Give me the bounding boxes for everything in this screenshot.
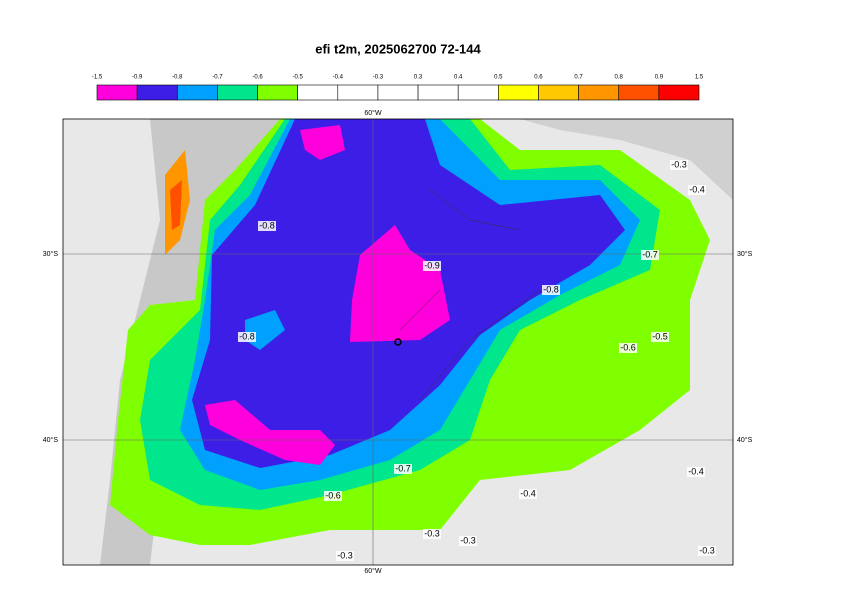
lat-label: 40°S bbox=[43, 436, 59, 444]
contour-label-bg bbox=[641, 250, 659, 260]
colorbar: -1.5 -0.9 -0.8 -0.7 -0.6 -0.5 -0.4 -0.3 0.3 0.4 0.… bbox=[92, 75, 704, 101]
colorbar-box bbox=[417, 84, 459, 101]
lon-label: 60°W bbox=[364, 567, 382, 575]
lat-label: 30°S bbox=[43, 250, 59, 258]
contour-label-bg bbox=[519, 489, 537, 499]
title: efi t2m, 2025062700 72-144 bbox=[315, 41, 481, 56]
contour-label: -0.6 bbox=[325, 490, 341, 500]
contour-label: -0.8 bbox=[543, 284, 559, 294]
colorbar-box bbox=[658, 84, 700, 101]
contour-label: -0.7 bbox=[642, 249, 658, 259]
colorbar-label: 0.7 bbox=[574, 75, 583, 81]
contour-label-bg bbox=[651, 332, 669, 342]
colorbar-label: -0.7 bbox=[212, 75, 223, 81]
contour-label: -0.5 bbox=[652, 331, 668, 341]
land bbox=[520, 119, 733, 200]
colorbar-label: -1.5 bbox=[92, 75, 103, 81]
contour-label: -0.4 bbox=[689, 184, 705, 194]
region bbox=[170, 180, 182, 230]
border bbox=[399, 189, 541, 401]
colorbar-box bbox=[618, 84, 660, 101]
colorbar-label: 0.6 bbox=[534, 75, 543, 81]
contour-label: -0.3 bbox=[460, 535, 476, 545]
contour-label-bg bbox=[698, 546, 716, 556]
colorbar-box bbox=[96, 84, 138, 101]
marker bbox=[394, 338, 402, 346]
colorbar-label: 0.3 bbox=[414, 75, 423, 81]
contour-label: -0.3 bbox=[671, 159, 687, 169]
colorbar-label: 0.4 bbox=[454, 75, 463, 81]
colorbar-box bbox=[377, 84, 419, 101]
contour-label-bg bbox=[423, 529, 441, 539]
contour-label: -0.3 bbox=[424, 528, 440, 538]
contour-labels: -0.9 -0.8 -0.8 -0.8 -0.7 -0.7 -0.6 -0.6 -0.5 -0.4… bbox=[238, 159, 716, 561]
contour-label-bg bbox=[459, 536, 477, 546]
colorbar-box bbox=[297, 84, 339, 101]
region bbox=[300, 125, 345, 160]
colorbar-box bbox=[257, 84, 298, 101]
contour-label-bg bbox=[423, 261, 441, 271]
colorbar-label: 0.8 bbox=[615, 75, 624, 81]
contour-label: -0.6 bbox=[620, 342, 636, 352]
colorbar-box bbox=[176, 84, 218, 101]
colorbar-label: -0.8 bbox=[172, 75, 183, 81]
contour-label: -0.8 bbox=[239, 331, 255, 341]
contour-label: -0.3 bbox=[337, 550, 353, 560]
contour-label-bg bbox=[238, 332, 256, 342]
colorbar-box bbox=[578, 84, 620, 101]
contour-label: -0.8 bbox=[259, 220, 275, 230]
contour-label: -0.4 bbox=[688, 466, 704, 476]
contour-label-bg bbox=[324, 491, 342, 501]
contour-label-bg bbox=[394, 464, 412, 474]
colorbar-label: -0.9 bbox=[132, 75, 143, 81]
contour-label-bg bbox=[670, 160, 688, 170]
colorbar-label: -0.5 bbox=[292, 75, 303, 81]
contour-label-bg bbox=[619, 343, 637, 353]
contour-label-bg bbox=[688, 185, 706, 195]
colorbar-box bbox=[498, 84, 539, 101]
colorbar-box bbox=[136, 84, 178, 101]
contour-label: -0.4 bbox=[520, 488, 536, 498]
colorbar-label: 0.9 bbox=[655, 75, 664, 81]
colorbar-label: -0.6 bbox=[252, 75, 263, 81]
colorbar-label: 0.5 bbox=[494, 75, 503, 81]
colorbar-box bbox=[457, 84, 499, 101]
lat-label: 40°S bbox=[737, 436, 753, 444]
colorbar-box bbox=[217, 84, 258, 101]
contour-label: -0.3 bbox=[699, 545, 715, 555]
colorbar-label: -0.3 bbox=[373, 75, 384, 81]
lon-label: 60°W bbox=[364, 109, 382, 117]
map bbox=[63, 119, 733, 565]
colorbar-label: -0.4 bbox=[333, 75, 344, 81]
colorbar-box bbox=[538, 84, 579, 101]
colorbar-box bbox=[337, 84, 379, 101]
contour-label: -0.9 bbox=[424, 260, 440, 270]
map-frame bbox=[62, 118, 734, 566]
contour-label: -0.7 bbox=[395, 463, 411, 473]
colorbar-label: 1.5 bbox=[695, 75, 704, 81]
region bbox=[205, 400, 335, 465]
contour-label-bg bbox=[687, 467, 705, 477]
contour-label-bg bbox=[336, 551, 354, 561]
lat-label: 30°S bbox=[737, 250, 753, 258]
contour-label-bg bbox=[258, 221, 276, 231]
contour-label-bg bbox=[542, 285, 560, 295]
